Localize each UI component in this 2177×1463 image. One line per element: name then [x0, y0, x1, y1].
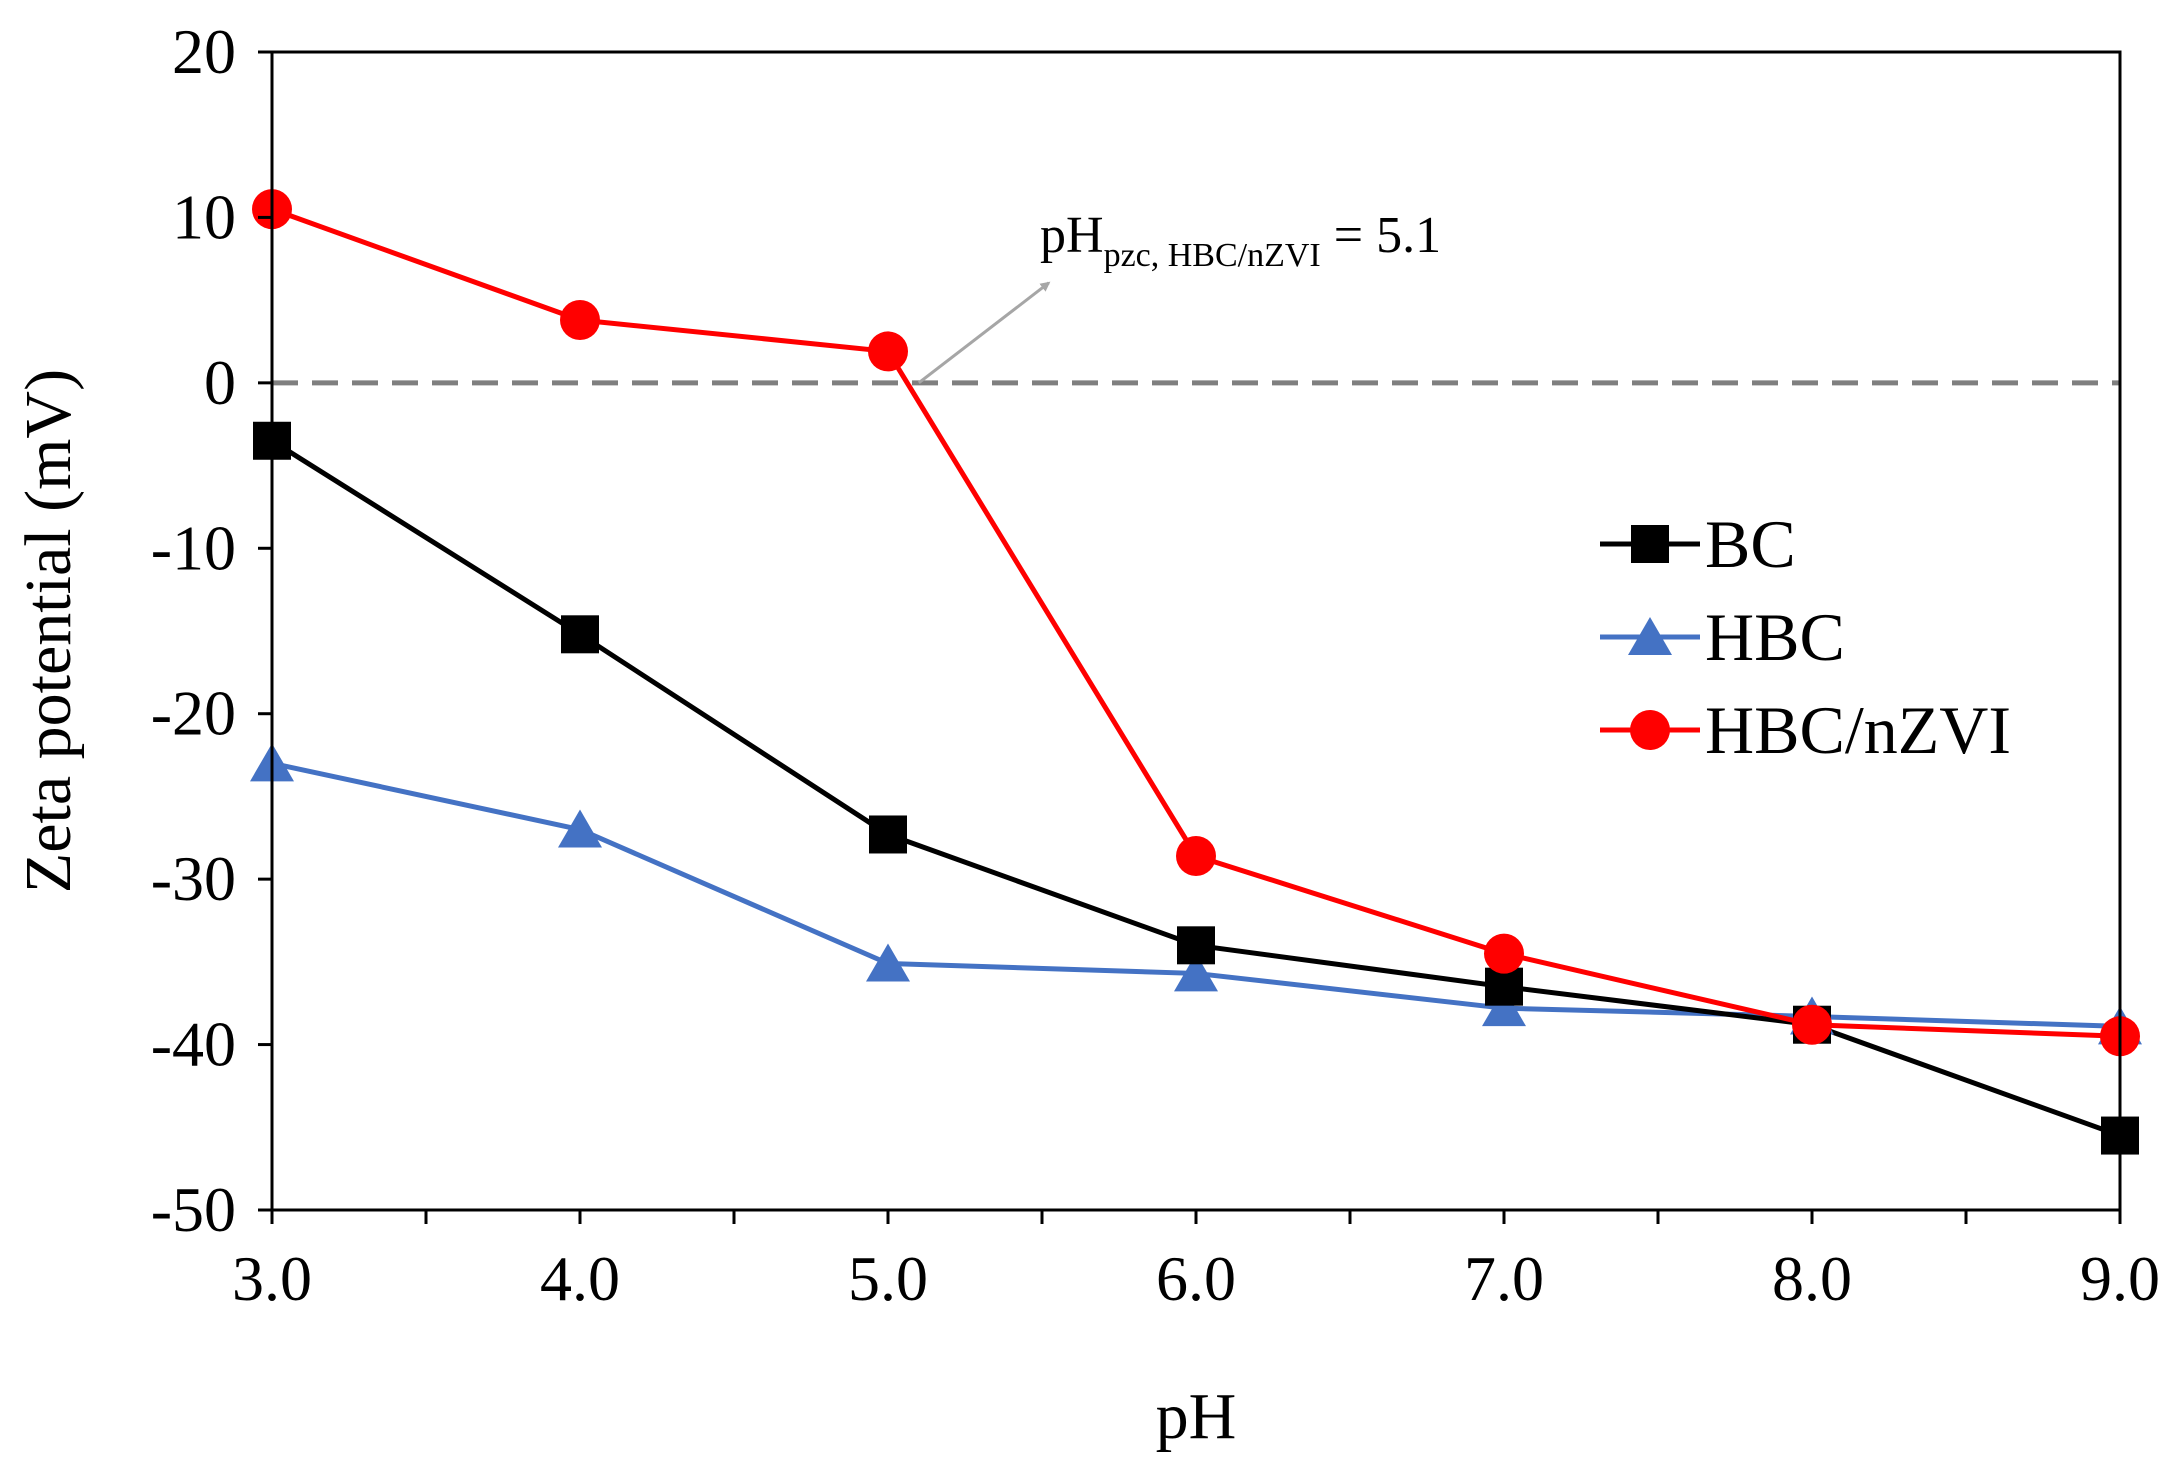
y-tick-label: -20 [151, 678, 236, 749]
pzc-annotation-arrow [917, 281, 1051, 385]
x-tick-label: 4.0 [540, 1243, 620, 1314]
data-point-hbc-nzvi [1484, 933, 1524, 974]
y-tick-label: -40 [151, 1009, 236, 1080]
x-tick-label: 5.0 [848, 1243, 928, 1314]
data-point-bc [869, 815, 907, 854]
legend-marker-bc [1631, 525, 1669, 563]
data-point-hbc [1174, 953, 1218, 992]
x-tick-label: 3.0 [232, 1243, 312, 1314]
legend-marker-hbc [1628, 617, 1672, 655]
y-tick-label: -10 [151, 512, 236, 583]
series-line-bc [270, 438, 2121, 1138]
y-tick-label: -30 [151, 843, 236, 914]
data-point-hbc [866, 943, 910, 982]
legend-label-hbc: HBC [1705, 599, 1845, 675]
data-point-bc [1177, 926, 1215, 965]
data-point-bc [1485, 967, 1523, 1006]
data-point-hbc-nzvi [868, 331, 908, 372]
pzc-annotation-label: pHpzc, HBC/nZVI = 5.1 [1040, 207, 1441, 274]
data-point-hbc-nzvi [1176, 835, 1216, 876]
y-tick-label: 20 [172, 16, 236, 87]
legend-label-hbc-nzvi: HBC/nZVI [1705, 692, 2011, 768]
y-tick-label: 0 [204, 347, 236, 418]
x-tick-label: 6.0 [1156, 1243, 1236, 1314]
data-point-bc [561, 615, 599, 654]
y-tick-label: -50 [151, 1174, 236, 1245]
x-tick-label: 8.0 [1772, 1243, 1852, 1314]
legend-marker-hbc-nzvi [1630, 710, 1670, 750]
x-tick-label: 9.0 [2080, 1243, 2160, 1314]
data-point-hbc [558, 809, 602, 848]
x-tick-label: 7.0 [1464, 1243, 1544, 1314]
data-point-hbc-nzvi [560, 299, 600, 340]
y-tick-label: 10 [172, 181, 236, 252]
x-axis-title: pH [1156, 1380, 1237, 1453]
data-point-hbc [1482, 988, 1526, 1027]
y-axis-title: Zeta potential (mV) [12, 369, 85, 893]
data-point-hbc-nzvi [1792, 1004, 1832, 1045]
legend-label-bc: BC [1705, 506, 1796, 582]
legend: BC HBC HBC/nZVI [1600, 506, 2011, 768]
